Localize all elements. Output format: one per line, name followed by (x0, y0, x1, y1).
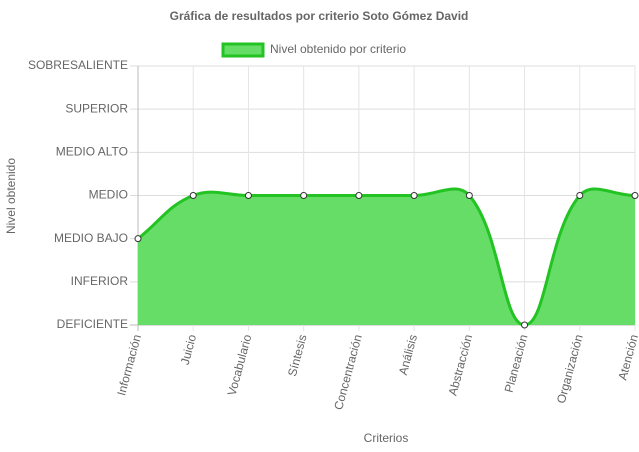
y-tick-label: SUPERIOR (65, 101, 128, 115)
y-tick-label: MEDIO ALTO (56, 145, 128, 159)
point (300, 192, 308, 199)
y-tick-label: DEFICIENTE (57, 317, 128, 331)
point (410, 192, 418, 199)
x-tick-label: Vocabulario (225, 333, 255, 398)
y-tick-label: INFERIOR (71, 274, 129, 288)
point (134, 235, 142, 243)
y-tick-label: MEDIO (89, 188, 128, 202)
y-axis-label: Nivel obtenido (4, 158, 18, 234)
x-tick-label: Abstracción (446, 333, 476, 397)
legend-swatch (221, 42, 265, 58)
point (521, 321, 529, 329)
x-tick-label: Concentración (331, 333, 365, 411)
chart-title: Gráfica de resultados por criterio Soto … (170, 9, 469, 23)
x-tick-label: Juicio (178, 333, 200, 367)
x-tick-label: Organización (554, 333, 586, 405)
area (138, 189, 635, 325)
point (244, 192, 252, 199)
x-tick-label: Planeación (502, 333, 531, 394)
point (576, 192, 584, 199)
point (189, 192, 197, 199)
point (631, 192, 639, 199)
x-tick-label: Análisis (396, 333, 420, 377)
x-tick-label: Síntesis (285, 333, 310, 378)
x-tick-label: Atención (615, 333, 639, 382)
point (465, 192, 473, 199)
y-tick-label: SOBRESALIENTE (28, 58, 128, 72)
point (355, 192, 363, 199)
x-axis-label: Criterios (364, 431, 409, 445)
x-tick-label: Información (114, 333, 144, 397)
y-tick-label: MEDIO BAJO (54, 231, 128, 245)
legend-label: Nivel obtenido por criterio (270, 42, 406, 56)
